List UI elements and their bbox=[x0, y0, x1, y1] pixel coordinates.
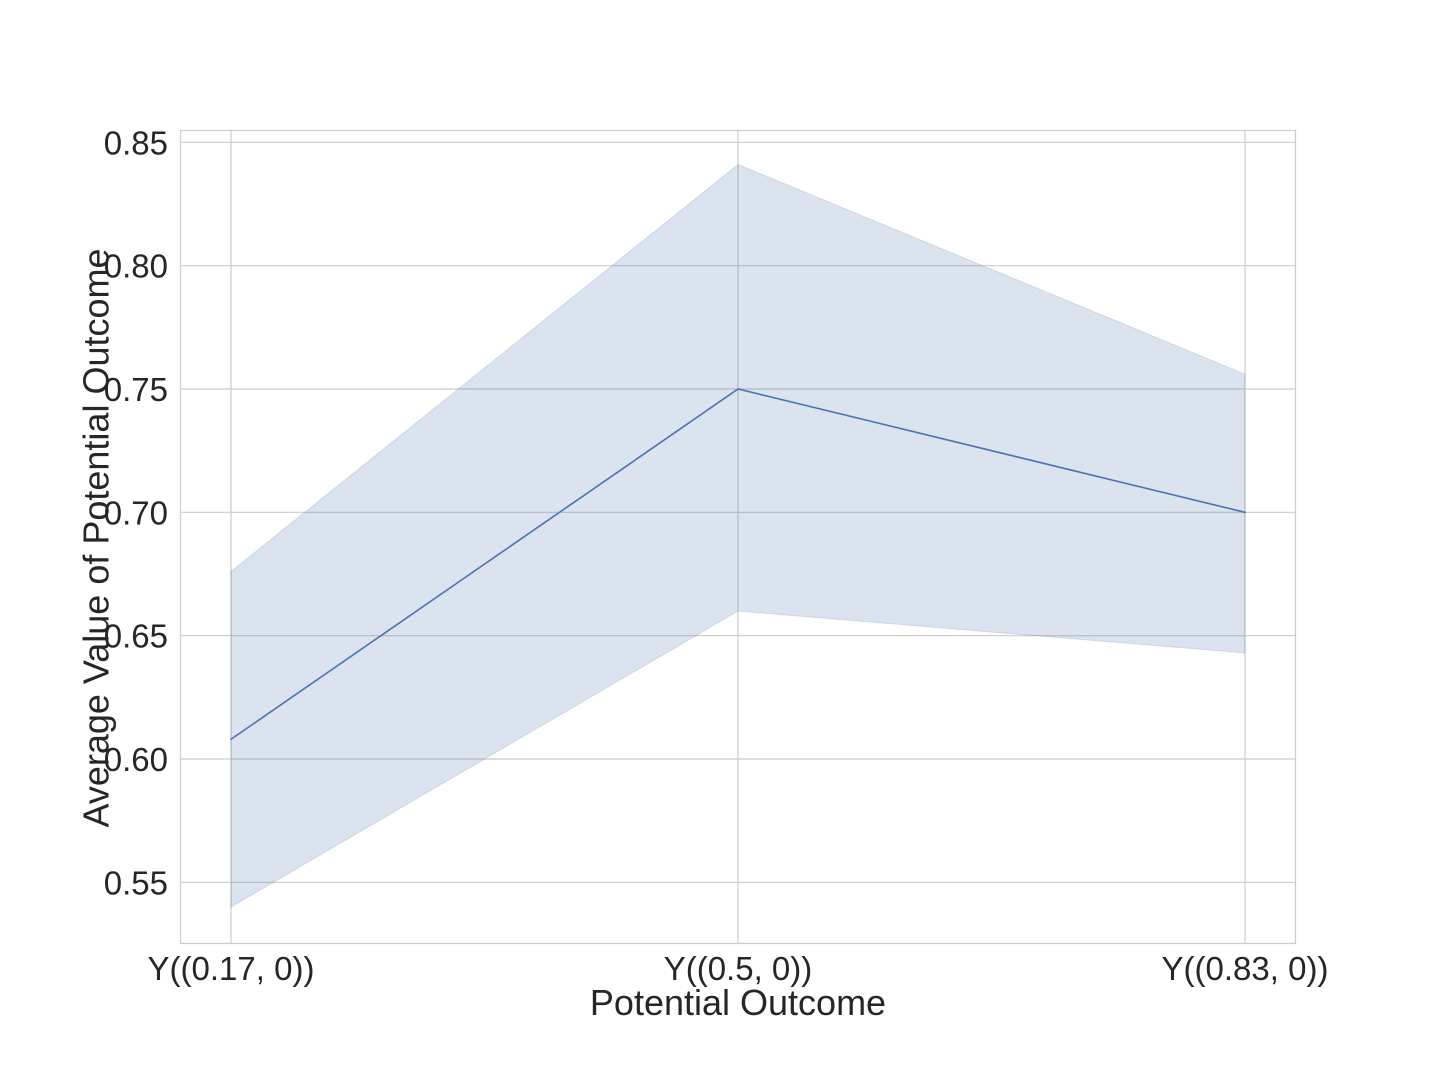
gridlines bbox=[180, 130, 1296, 944]
confidence-band-layer bbox=[230, 163, 1246, 908]
y-tick-label: 0.80 bbox=[104, 248, 168, 285]
series-line-layer bbox=[230, 388, 1246, 741]
x-tick-label: Y((0.17, 0)) bbox=[148, 950, 315, 987]
confidence-band bbox=[230, 163, 1246, 908]
data-point bbox=[230, 738, 232, 741]
y-tick-label: 0.55 bbox=[104, 864, 168, 901]
data-point bbox=[1244, 511, 1246, 514]
x-tick-label: Y((0.5, 0)) bbox=[664, 950, 813, 987]
y-tick-label: 0.70 bbox=[104, 494, 168, 531]
x-axis-title: Potential Outcome bbox=[590, 982, 886, 1023]
y-tick-label: 0.85 bbox=[104, 124, 168, 161]
y-axis-title: Average Value of Potential Outcome bbox=[76, 248, 117, 827]
plot-frame bbox=[179, 129, 1297, 945]
y-tick-label: 0.65 bbox=[104, 618, 168, 655]
data-point bbox=[737, 388, 739, 390]
x-tick-labels: Y((0.17, 0)) Y((0.5, 0)) Y((0.83, 0)) bbox=[148, 950, 1329, 987]
y-tick-label: 0.75 bbox=[104, 371, 168, 408]
y-tick-label: 0.60 bbox=[104, 741, 168, 778]
y-tick-labels: 0.55 0.60 0.65 0.70 0.75 0.80 0.85 bbox=[104, 124, 168, 901]
x-tick-label: Y((0.83, 0)) bbox=[1162, 950, 1329, 987]
